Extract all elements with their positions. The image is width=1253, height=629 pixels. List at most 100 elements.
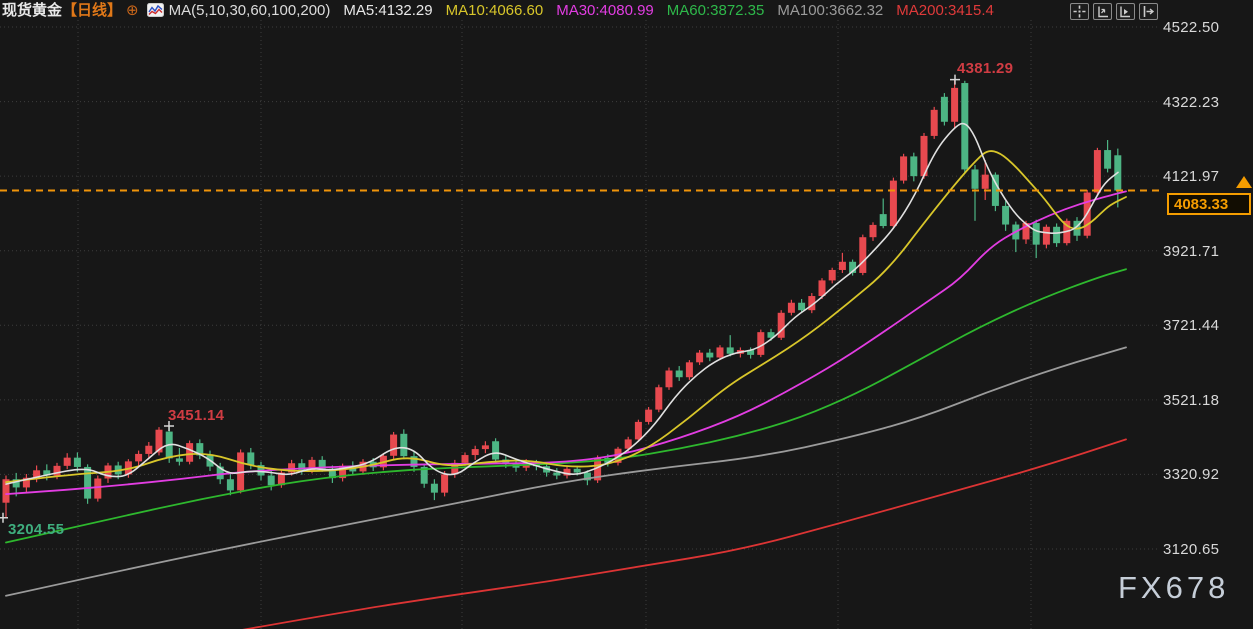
price-annotation: 3451.14 <box>168 407 225 424</box>
candle-body <box>1053 226 1061 244</box>
y-axis-label: 3320.92 <box>1163 466 1220 484</box>
candle-body <box>981 174 989 189</box>
candle-body <box>726 347 734 354</box>
candle-body <box>828 269 836 281</box>
candle-body <box>226 479 234 491</box>
candle-body <box>63 457 71 466</box>
crosshair-button[interactable] <box>1070 3 1089 20</box>
candle-body <box>471 449 479 456</box>
candle-body <box>22 477 30 488</box>
candle-body <box>838 261 846 270</box>
candle-body <box>991 174 999 206</box>
candle-body <box>400 433 408 457</box>
candle-body <box>94 478 102 499</box>
candle-body <box>145 445 153 454</box>
candle-body <box>216 466 224 480</box>
candle-body <box>665 370 673 388</box>
candle-body <box>481 445 489 450</box>
candle-body <box>1042 226 1050 245</box>
chart-toolbar <box>1070 3 1158 20</box>
candle-body <box>634 421 642 440</box>
y-axis-label: 3721.44 <box>1163 317 1220 335</box>
candle-body <box>390 434 398 456</box>
candle-body <box>563 468 571 476</box>
candle-body <box>808 296 816 311</box>
candle-body <box>685 362 693 378</box>
candle-body <box>2 479 10 503</box>
y-axis-label: 4322.23 <box>1163 93 1220 111</box>
candle-body <box>420 466 428 484</box>
candle-body <box>971 169 979 189</box>
candle-body <box>461 455 469 463</box>
candle-body <box>798 302 806 311</box>
candle-body <box>1032 223 1040 245</box>
last-price-box: 4083.33 <box>1167 193 1251 215</box>
candle-body <box>73 457 81 467</box>
ma-legend-item: MA60:3872.35 <box>666 2 765 19</box>
last-price-arrow-icon <box>1236 176 1252 188</box>
ma-settings-label: MA(5,10,30,60,100,200) <box>168 2 331 19</box>
candle-body <box>594 458 602 481</box>
price-annotation: 4381.29 <box>957 60 1014 77</box>
y-axis-scale-button[interactable] <box>1093 3 1112 20</box>
candle-body <box>573 468 581 473</box>
candle-body <box>655 387 663 410</box>
candle-body <box>675 370 683 378</box>
candle-body <box>84 466 92 499</box>
candle-body <box>441 474 449 493</box>
candle-body <box>1093 150 1101 193</box>
candle-body <box>267 475 275 486</box>
chart-header: 现货黄金 【日线】 ⊕ MA(5,10,30,60,100,200) MA5:4132… <box>2 2 994 20</box>
candle-body <box>940 96 948 122</box>
candle-body <box>787 302 795 313</box>
extreme-cross-icon <box>0 512 8 523</box>
y-axis-scale-icon <box>1098 6 1108 18</box>
candle-body <box>53 465 61 476</box>
candle-body <box>492 441 500 460</box>
candle-body <box>757 332 765 355</box>
crosshair-icon <box>1073 5 1086 18</box>
y-axis-label: 3921.71 <box>1163 242 1220 260</box>
go-to-latest-icon <box>1143 6 1155 17</box>
candle-body <box>12 479 20 488</box>
auto-scroll-button[interactable] <box>1116 3 1135 20</box>
extreme-cross-icon <box>164 420 174 431</box>
candle-body <box>920 135 928 177</box>
candle-body <box>288 463 296 473</box>
y-axis-label: 4522.50 <box>1163 19 1220 36</box>
candle-body <box>451 462 459 475</box>
extreme-cross-icon <box>950 74 960 85</box>
candle-body <box>777 312 785 338</box>
candle-body <box>1022 223 1030 240</box>
ma-line-ma5 <box>5 122 1119 485</box>
ma-legend-item: MA5:4132.29 <box>343 2 433 19</box>
candle-body <box>869 224 877 238</box>
candle-body <box>767 332 775 338</box>
ma-line-ma10 <box>5 150 1127 484</box>
candle-body <box>961 83 969 170</box>
candle-body <box>318 459 326 469</box>
ma-legend-item: MA100:3662.32 <box>777 2 884 19</box>
candle-body <box>553 472 561 476</box>
candle-body <box>614 448 622 463</box>
candle-body <box>951 87 959 122</box>
y-axis-label: 4121.97 <box>1163 168 1220 186</box>
candle-body <box>328 468 336 479</box>
add-indicator-icon[interactable]: ⊕ <box>126 2 139 19</box>
ma-line-ma100 <box>5 346 1127 597</box>
candle-body <box>849 261 857 273</box>
ma-legend: MA5:4132.29 MA10:4066.60 MA30:4080.99 MA60:… <box>330 2 993 20</box>
chart-type-icon[interactable] <box>146 2 164 22</box>
candle-body <box>859 237 867 273</box>
watermark: FX678 <box>1118 570 1230 605</box>
ma-line-ma60 <box>5 268 1127 544</box>
candle-body <box>624 439 632 449</box>
go-to-latest-button[interactable] <box>1139 3 1158 20</box>
candle-body <box>747 350 755 355</box>
period-label: 【日线】 <box>62 2 123 19</box>
ma-legend-item: MA30:4080.99 <box>556 2 654 19</box>
auto-scroll-icon <box>1120 6 1130 18</box>
candle-body <box>818 280 826 297</box>
